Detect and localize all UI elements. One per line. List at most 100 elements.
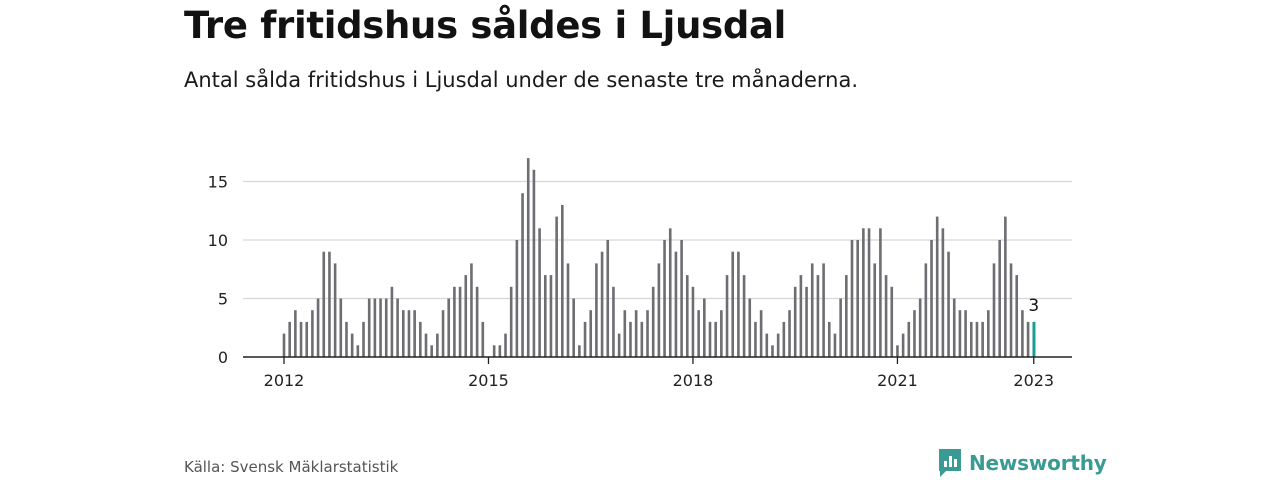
bar [288, 321, 291, 357]
bar [850, 240, 854, 357]
bar [685, 275, 689, 357]
bar [720, 310, 723, 357]
bar [913, 310, 916, 357]
bar [356, 345, 360, 357]
bar [578, 345, 581, 357]
bar [651, 286, 655, 357]
bar [1004, 216, 1007, 357]
y-tick-label-5: 5 [218, 290, 228, 309]
bar [788, 310, 791, 357]
x-tick-label-2021: 2021 [877, 371, 918, 390]
bar [566, 263, 570, 357]
y-tick-label-0: 0 [218, 348, 228, 367]
bar [407, 310, 411, 357]
bar [373, 298, 377, 357]
x-axis-labels: 2012 2015 2018 2021 2023 [264, 371, 1054, 390]
bar [896, 345, 899, 357]
bar [918, 298, 922, 357]
bar [345, 321, 348, 357]
bar [924, 263, 928, 357]
bar [725, 275, 729, 357]
bar [515, 240, 519, 357]
bar [453, 286, 456, 357]
bar [379, 298, 382, 357]
bar [822, 263, 825, 357]
y-tick-label-15: 15 [208, 173, 228, 192]
bar [504, 333, 507, 357]
bar [322, 251, 326, 357]
bar [884, 275, 888, 357]
bar [509, 286, 513, 357]
bar [458, 286, 462, 357]
bar [464, 275, 468, 357]
bar [419, 321, 422, 357]
bar [810, 263, 814, 357]
bar [481, 321, 485, 357]
bar [947, 251, 950, 357]
x-axis-ticks [283, 357, 1035, 364]
bar [396, 298, 399, 357]
bar [549, 275, 553, 357]
bar [782, 321, 786, 357]
bar [998, 240, 1001, 357]
bar [629, 321, 632, 357]
bar [833, 333, 837, 357]
bar [839, 298, 842, 357]
bar [697, 310, 700, 357]
bar [600, 251, 604, 357]
bar [930, 240, 933, 357]
bar [737, 251, 740, 357]
bar [447, 298, 451, 357]
bar [362, 321, 365, 357]
bar [350, 333, 354, 357]
bar [657, 263, 661, 357]
bar [333, 263, 337, 357]
bar [328, 251, 331, 357]
bar [561, 204, 564, 357]
bar [862, 228, 865, 357]
bar [964, 310, 967, 357]
bar [498, 345, 502, 357]
x-tick-label-2015: 2015 [468, 371, 509, 390]
bar [305, 321, 309, 357]
bar [646, 310, 649, 357]
bars [282, 158, 1036, 357]
bar [617, 333, 621, 357]
bar [901, 333, 905, 357]
bar [583, 321, 587, 357]
bar [663, 240, 666, 357]
bar [873, 263, 877, 357]
bar [992, 263, 996, 357]
bar [816, 275, 820, 357]
bar [441, 310, 445, 357]
bar-highlight [1032, 321, 1036, 357]
bar [521, 193, 524, 357]
bar [282, 333, 286, 357]
bar [538, 228, 541, 357]
bar [975, 321, 979, 357]
bar [799, 275, 803, 357]
bar [1021, 310, 1024, 357]
bar [776, 333, 780, 357]
bar [1009, 263, 1013, 357]
bar [612, 286, 615, 357]
bar-chart: 0 5 10 15 2012 2015 2018 2021 2023 3 [208, 158, 1072, 390]
bar [367, 298, 371, 357]
chart-title: Tre fritidshus såldes i Ljusdal [184, 4, 787, 47]
bar [890, 286, 894, 357]
bar [765, 333, 769, 357]
newsworthy-logo-icon [939, 449, 961, 477]
chart-subtitle: Antal sålda fritidshus i Ljusdal under d… [184, 68, 859, 92]
y-tick-label-10: 10 [208, 231, 228, 250]
bar [401, 310, 405, 357]
bar [424, 333, 428, 357]
bar [691, 286, 695, 357]
bar [595, 263, 598, 357]
bar [311, 310, 314, 357]
bar [555, 216, 558, 357]
bar [623, 310, 627, 357]
bar [589, 310, 593, 357]
source-note: Källa: Svensk Mäklarstatistik [184, 458, 399, 476]
newsworthy-logo-text: Newsworthy [969, 451, 1107, 475]
bar [430, 345, 433, 357]
